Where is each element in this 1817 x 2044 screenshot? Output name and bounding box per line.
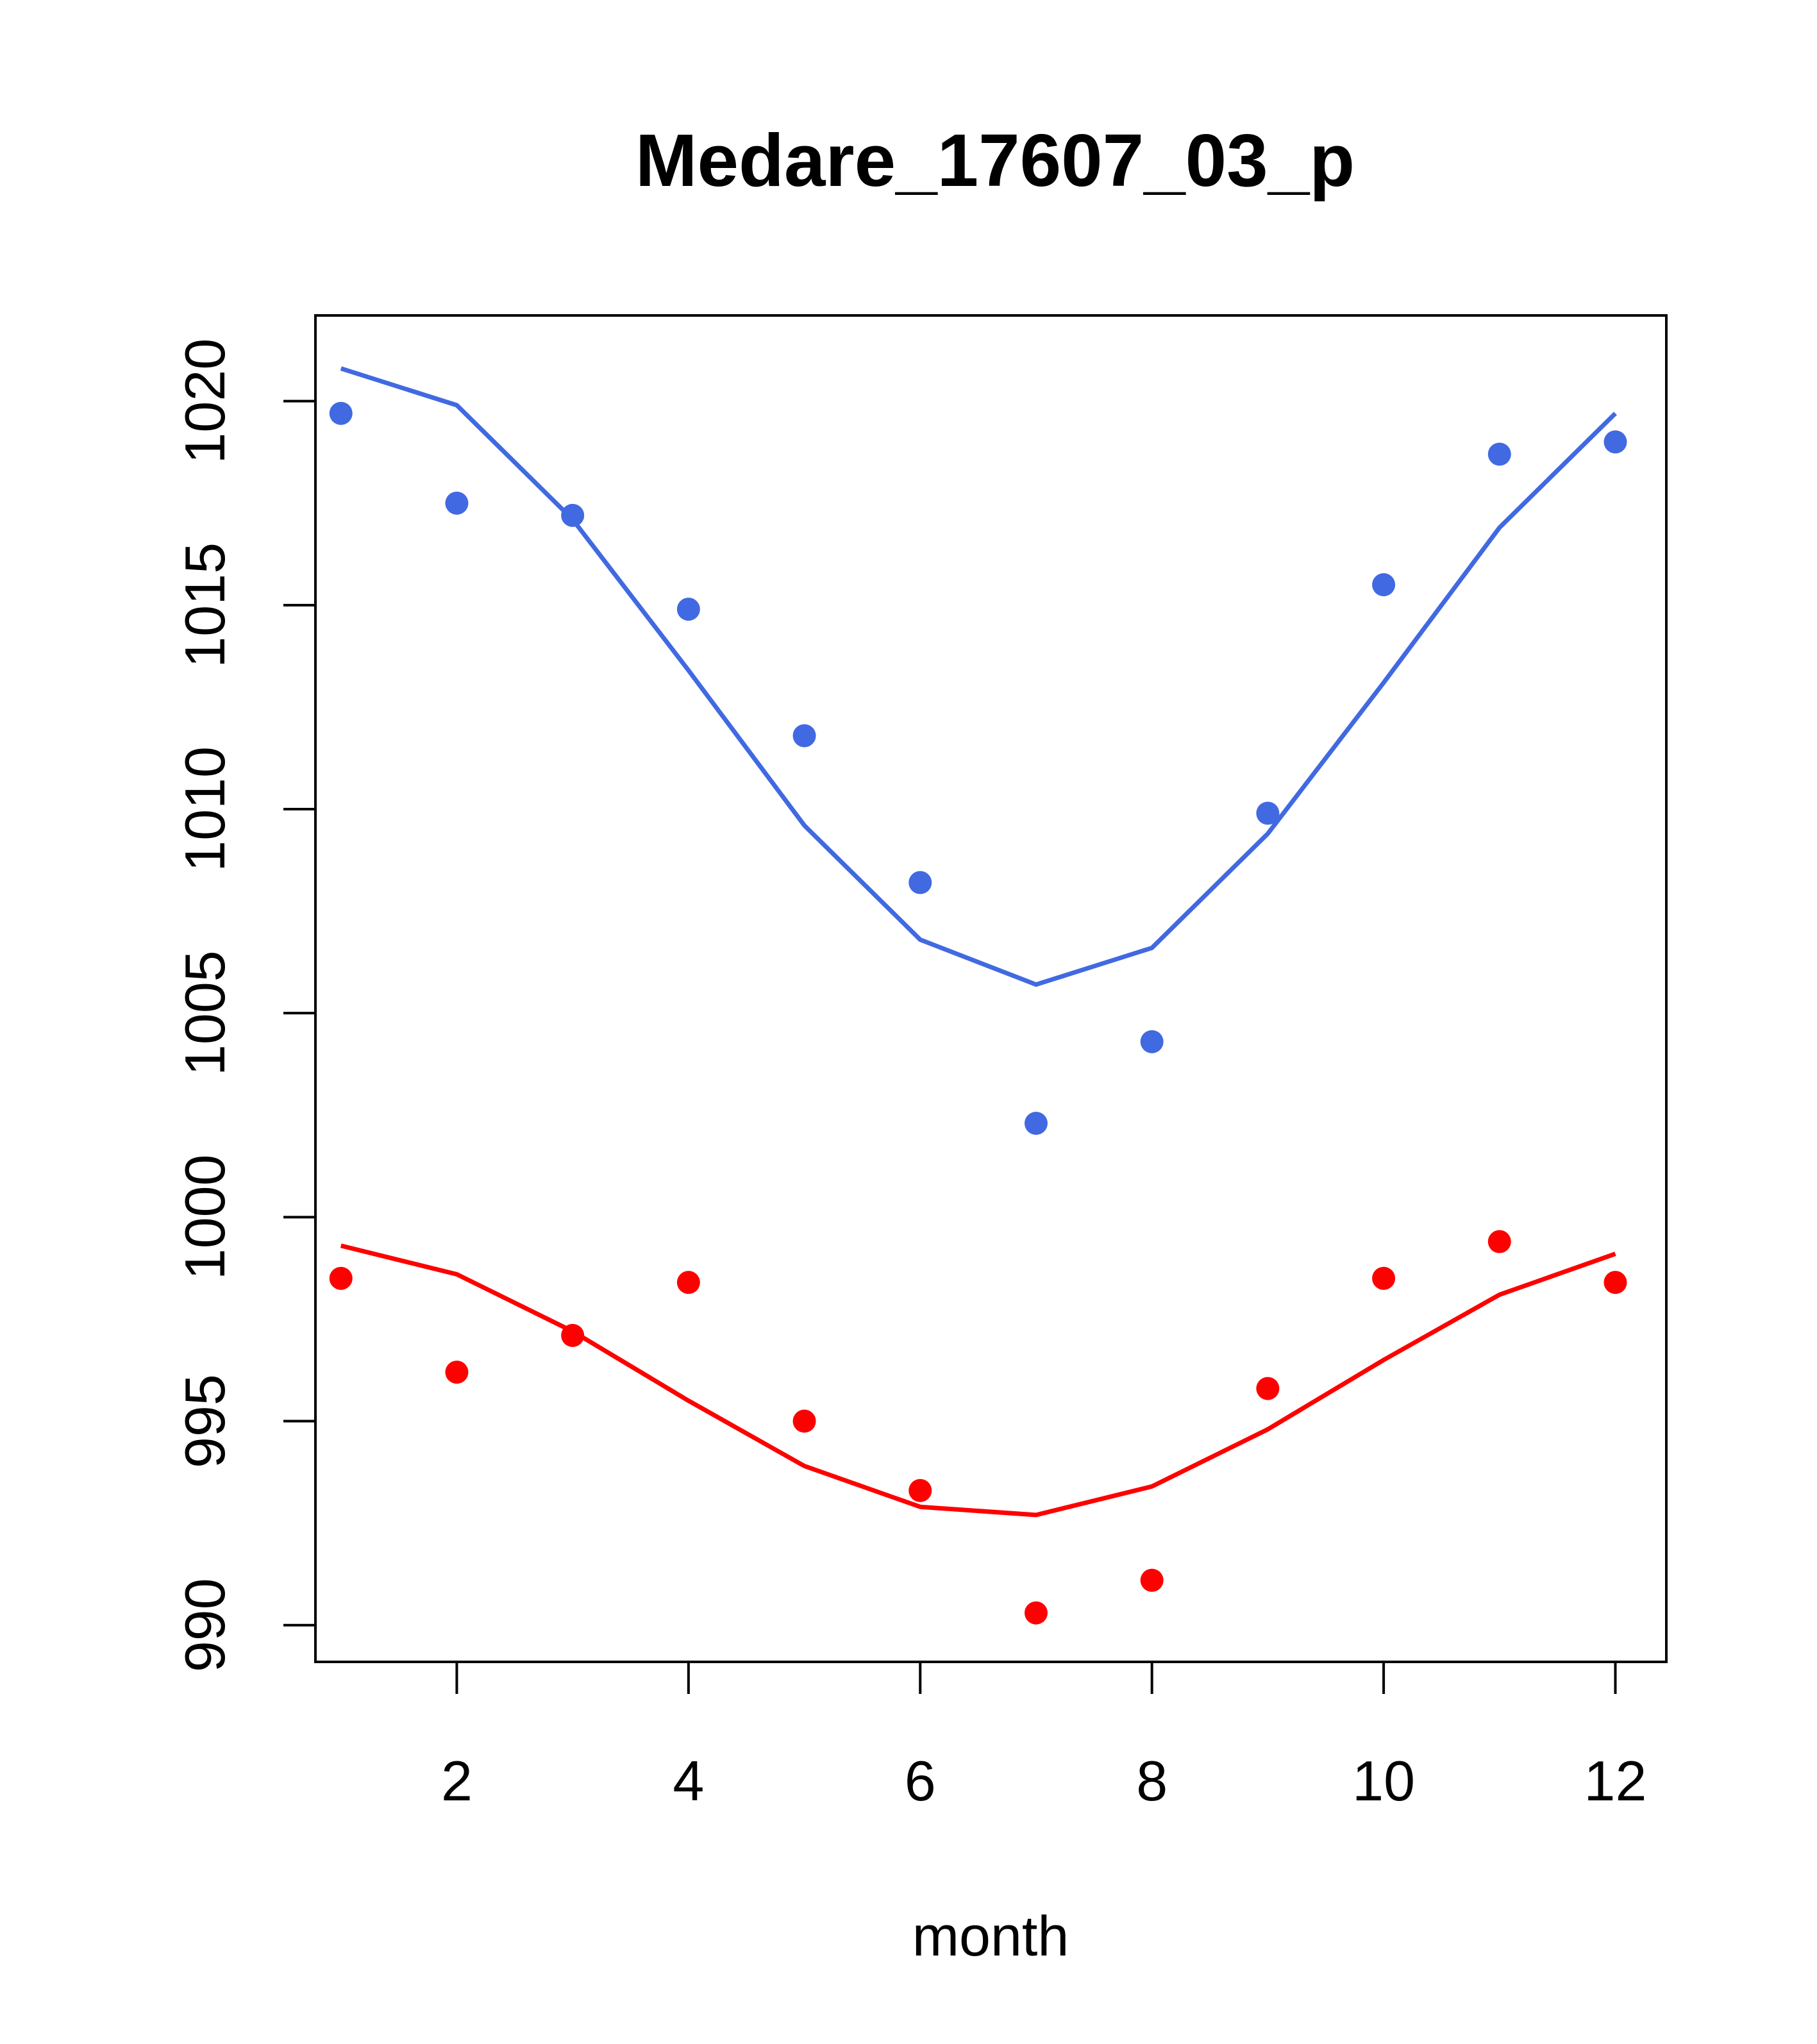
series-1-point-1 [445,1361,469,1384]
x-tick-label-0: 2 [441,1749,473,1813]
series-0-point-11 [1603,430,1627,454]
x-tick-label-3: 8 [1136,1749,1168,1813]
series-1-fit-line [340,1243,1616,1518]
series-0-point-2 [561,503,585,527]
x-tick-label-5: 12 [1584,1749,1647,1813]
y-tick-label-5: 1015 [173,542,237,668]
y-tick-label-2: 1000 [173,1154,237,1280]
x-axis: 2 4 6 8 10 12 [441,1662,1646,1813]
y-tick-label-0: 990 [173,1578,237,1672]
y-tick-label-3: 1005 [173,950,237,1076]
series-0-fit-line [340,366,1617,987]
x-tick-label-2: 6 [905,1749,936,1813]
plot-frame [314,314,1668,1663]
series-1-point-2 [561,1323,585,1347]
y-tick-label-6: 1020 [173,339,237,464]
chart-title: Medare_17607_03_p [635,119,1355,202]
series-1-point-5 [908,1479,932,1502]
series-0-point-3 [676,598,700,621]
series-0-point-9 [1372,573,1396,596]
series-1-point-6 [1024,1601,1048,1625]
series-1-point-8 [1256,1377,1280,1400]
y-axis: 990 995 1000 1005 1010 1015 1020 [173,339,315,1672]
y-tick-label-4: 1010 [173,746,237,872]
series-0-point-6 [1024,1112,1048,1135]
x-tick-label-4: 10 [1352,1749,1415,1813]
series-0-point-10 [1487,442,1511,466]
series-0-point-7 [1140,1030,1164,1053]
series-1-point-11 [1603,1271,1627,1294]
series-0-point-8 [1256,801,1280,825]
x-axis-label: month [912,1904,1069,1968]
series-1-point-4 [792,1409,816,1433]
x-tick-label-1: 4 [673,1749,704,1813]
series-1-point-9 [1372,1266,1396,1290]
series-0-point-1 [445,491,469,515]
plot-area [329,366,1627,1625]
series-1-point-10 [1487,1230,1511,1253]
series-0-point-5 [908,871,932,894]
series-1-point-7 [1140,1568,1164,1592]
series-1-point-3 [676,1271,700,1294]
series-1-point-0 [329,1266,353,1290]
series-0-point-0 [329,401,353,425]
series-0-point-4 [792,724,816,748]
y-tick-label-1: 995 [173,1374,237,1468]
